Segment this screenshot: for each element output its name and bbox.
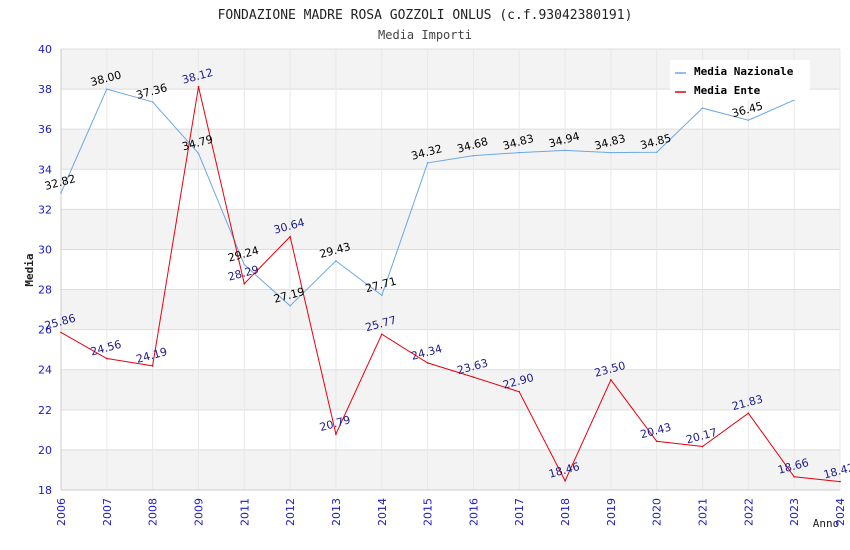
x-tick-label: 2013 xyxy=(330,498,343,526)
data-point xyxy=(106,88,108,90)
data-point xyxy=(701,107,704,109)
data-point xyxy=(151,365,154,367)
data-point xyxy=(197,152,200,155)
data-point xyxy=(518,390,521,393)
x-tick-label: 2018 xyxy=(559,498,572,526)
data-labels: 32.8238.0037.3634.7929.2427.1929.4327.71… xyxy=(43,66,850,482)
data-point xyxy=(426,162,429,164)
data-point xyxy=(197,85,200,88)
x-tick-label: 2007 xyxy=(101,498,114,526)
data-label: 36.45 xyxy=(731,99,765,120)
grid-lines xyxy=(60,48,841,491)
data-point xyxy=(610,151,612,154)
grid-band xyxy=(61,209,840,250)
data-label: 24.56 xyxy=(89,338,123,359)
x-tick-label: 2009 xyxy=(192,498,205,526)
data-label: 20.17 xyxy=(685,426,719,447)
legend-label-nazionale: Media Nazionale xyxy=(694,65,794,78)
data-point xyxy=(380,333,383,336)
x-tick-label: 2011 xyxy=(238,498,251,526)
grid-bands xyxy=(61,49,840,490)
data-point xyxy=(335,433,337,435)
data-point xyxy=(426,362,429,364)
legend-label-ente: Media Ente xyxy=(694,84,761,97)
x-tick-label: 2022 xyxy=(742,498,755,526)
x-axis-label: Anno xyxy=(813,517,840,530)
data-point xyxy=(472,154,475,157)
data-point xyxy=(60,192,62,194)
data-point xyxy=(380,294,383,297)
series-layer xyxy=(60,85,841,483)
legend: Media Nazionale Media Ente xyxy=(670,60,810,100)
y-tick-label: 40 xyxy=(38,43,52,56)
x-tick-label: 2014 xyxy=(376,498,389,526)
y-tick-label: 28 xyxy=(38,284,52,297)
chart-subtitle: Media Importi xyxy=(378,28,472,42)
x-tick-label: 2023 xyxy=(788,498,801,526)
data-point xyxy=(564,479,566,482)
x-tick-label: 2016 xyxy=(467,498,480,526)
data-point xyxy=(106,357,108,360)
grid-band xyxy=(61,129,840,170)
data-point xyxy=(243,282,246,285)
legend-box xyxy=(670,60,810,100)
y-tick-label: 30 xyxy=(38,243,52,256)
y-tick-label: 26 xyxy=(38,324,52,337)
y-tick-label: 32 xyxy=(38,203,52,216)
series-line-ente xyxy=(60,86,841,483)
data-point xyxy=(289,304,291,307)
data-point xyxy=(243,263,246,266)
data-point xyxy=(747,412,750,415)
data-point xyxy=(518,151,521,154)
data-point xyxy=(701,445,704,448)
x-tick-label: 2008 xyxy=(147,498,160,526)
data-label: 24.19 xyxy=(135,345,169,366)
grid-band xyxy=(61,449,840,490)
data-point xyxy=(655,151,658,154)
data-point xyxy=(60,331,62,334)
y-tick-label: 22 xyxy=(38,404,52,417)
data-point xyxy=(839,480,841,483)
y-tick-label: 18 xyxy=(38,484,52,497)
x-tick-label: 2006 xyxy=(55,498,68,526)
x-tick-label: 2017 xyxy=(513,498,526,526)
data-point xyxy=(747,119,750,121)
chart-title: FONDAZIONE MADRE ROSA GOZZOLI ONLUS (c.f… xyxy=(218,8,633,23)
data-point xyxy=(564,149,566,152)
data-point xyxy=(472,376,475,378)
y-tick-label: 38 xyxy=(38,83,52,96)
x-tick-label: 2024 xyxy=(834,498,847,526)
y-tick-label: 36 xyxy=(38,123,52,136)
grid-band xyxy=(61,369,840,410)
data-point xyxy=(151,101,154,103)
x-tick-label: 2019 xyxy=(605,498,618,526)
x-tick-label: 2021 xyxy=(697,498,710,526)
y-tick-label: 34 xyxy=(38,163,52,176)
grid-band xyxy=(61,289,840,330)
data-label: 24.34 xyxy=(410,342,444,363)
x-tick-label: 2020 xyxy=(651,498,664,526)
data-point xyxy=(610,378,612,381)
data-point xyxy=(655,440,658,443)
data-point xyxy=(289,235,291,238)
data-point xyxy=(335,260,337,262)
x-tick-label: 2015 xyxy=(422,498,435,526)
y-axis-label: Media xyxy=(23,253,36,286)
y-tick-label: 24 xyxy=(38,364,52,377)
y-tick-label: 20 xyxy=(38,444,52,457)
data-point xyxy=(793,475,795,478)
x-tick-label: 2012 xyxy=(284,498,297,526)
